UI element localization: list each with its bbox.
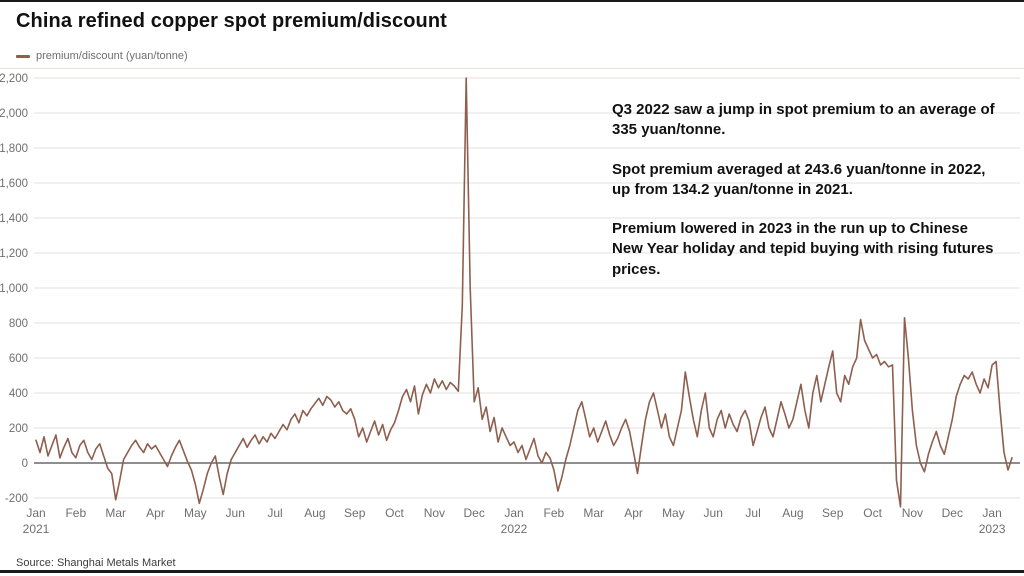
y-tick-label: 400 [9,388,28,400]
x-tick-label: Feb [544,506,565,520]
x-tick-label: Jan [26,506,45,520]
x-tick-label: Sep [344,506,366,520]
x-tick-label: May [662,506,685,520]
y-tick-label: 1,000 [0,283,28,295]
x-tick-label: Nov [424,506,445,520]
x-tick-label: Dec [942,506,963,520]
x-tick-label: Oct [385,506,404,520]
x-tick-label: Jun [226,506,245,520]
bottom-rule [0,570,1024,573]
x-tick-label: May [184,506,207,520]
series-line [35,77,1013,508]
y-tick-label: 1,200 [0,248,28,260]
x-tick-label: Nov [902,506,923,520]
x-tick-label: Aug [304,506,325,520]
source-note: Source: Shanghai Metals Market [16,557,176,569]
x-year-label: 2021 [23,522,50,536]
y-tick-label: 600 [9,353,28,365]
y-tick-label: 1,800 [0,143,28,155]
legend: premium/discount (yuan/tonne) [16,50,188,62]
x-tick-label: Aug [782,506,803,520]
x-tick-label: Mar [583,506,604,520]
x-tick-label: Jan [982,506,1001,520]
header-divider [0,68,1024,69]
chart-area: -200 0 200 400 600 800 1,000 1,200 1,400 1,600 1,8… [0,68,1024,544]
x-tick-label: Oct [863,506,882,520]
x-tick-label: Apr [624,506,643,520]
top-rule [0,0,1024,2]
annotation-paragraph: Spot premium averaged at 243.6 yuan/tonn… [612,160,986,198]
x-tick-label: Jan [504,506,523,520]
y-tick-label: 2,200 [0,73,28,85]
x-tick-label: Sep [822,506,844,520]
x-tick-label: Apr [146,506,165,520]
y-tick-label: -200 [5,493,28,505]
chart: -200 0 200 400 600 800 1,000 1,200 1,400 1,600 1,8… [0,73,1020,536]
y-tick-label: 0 [22,458,28,470]
annotation-paragraph: Premium lowered in 2023 in the run up to… [612,220,994,278]
x-tick-label: Jul [745,506,760,520]
y-tick-label: 200 [9,423,28,435]
x-tick-label: Feb [65,506,86,520]
y-tick-label: 1,600 [0,178,28,190]
annotation-paragraph: Q3 2022 saw a jump in spot premium to an… [612,101,995,139]
legend-line-swatch-icon [16,54,30,58]
legend-label: premium/discount (yuan/tonne) [36,50,188,62]
y-tick-label: 2,000 [0,108,28,120]
y-tick-label: 800 [9,318,28,330]
annotation-box: Q3 2022 saw a jump in spot premium to an… [612,100,1002,299]
x-tick-label: Jul [267,506,282,520]
x-tick-label: Dec [464,506,485,520]
x-tick-label: Mar [105,506,126,520]
x-year-label: 2023 [979,522,1006,536]
x-tick-label: Jun [704,506,723,520]
y-tick-label: 1,400 [0,213,28,225]
page-title: China refined copper spot premium/discou… [16,10,447,32]
x-year-label: 2022 [501,522,528,536]
